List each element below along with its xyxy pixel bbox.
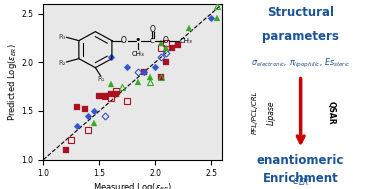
- Text: R₂: R₂: [58, 60, 66, 66]
- Y-axis label: Predicted Log($\varepsilon_{ER}$): Predicted Log($\varepsilon_{ER}$): [6, 43, 19, 121]
- Text: parameters: parameters: [262, 30, 339, 43]
- Text: enantiomeric: enantiomeric: [257, 154, 344, 167]
- Text: Enrichment: Enrichment: [263, 172, 339, 185]
- Text: QSAR: QSAR: [327, 101, 336, 124]
- X-axis label: Measured Log($\varepsilon_{ER}$): Measured Log($\varepsilon_{ER}$): [93, 181, 173, 189]
- Text: $\varepsilon_{ER}$: $\varepsilon_{ER}$: [292, 176, 310, 188]
- Text: O: O: [163, 36, 169, 45]
- Text: $\sigma_{electronic}$, $\pi_{lipophilic}$, $Es_{steric}$: $\sigma_{electronic}$, $\pi_{lipophilic}…: [251, 57, 351, 70]
- Text: •: •: [135, 35, 141, 45]
- Text: Lipase: Lipase: [267, 100, 276, 125]
- Text: CH₃: CH₃: [132, 51, 144, 57]
- Text: C: C: [149, 38, 154, 44]
- Text: R₁: R₁: [98, 76, 105, 82]
- Text: PFL/PCL/CRL: PFL/PCL/CRL: [252, 91, 258, 134]
- Text: Structural: Structural: [267, 6, 334, 19]
- Text: O: O: [121, 36, 127, 45]
- Text: R₃: R₃: [59, 33, 66, 40]
- Text: O: O: [150, 25, 156, 34]
- Text: CH₃: CH₃: [180, 38, 193, 44]
